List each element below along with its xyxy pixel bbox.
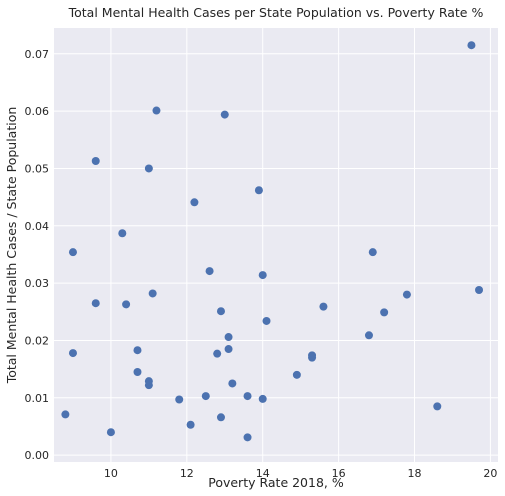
data-point xyxy=(258,394,267,403)
data-point xyxy=(216,307,225,316)
y-tick-labels: 0.00 0.01 0.02 0.03 0.04 0.05 0.06 0.07 xyxy=(25,48,50,462)
data-point xyxy=(91,157,100,166)
x-tick-label: 18 xyxy=(408,467,422,480)
data-point xyxy=(475,286,484,295)
data-point xyxy=(91,299,100,308)
x-axis-label: Poverty Rate 2018, % xyxy=(208,475,344,490)
data-point xyxy=(368,248,377,257)
x-tick-label: 14 xyxy=(256,467,270,480)
x-tick-label: 20 xyxy=(483,467,497,480)
data-point xyxy=(433,402,442,411)
data-point xyxy=(144,381,153,390)
data-point xyxy=(201,392,210,401)
data-point xyxy=(144,164,153,173)
data-point xyxy=(224,333,233,342)
data-points xyxy=(61,41,484,442)
data-point xyxy=(175,395,184,404)
y-axis-label: Total Mental Health Cases / State Popula… xyxy=(4,107,19,385)
data-point xyxy=(213,349,222,358)
data-point xyxy=(133,367,142,376)
data-point xyxy=(133,346,142,355)
y-tick-label: 0.01 xyxy=(25,392,50,405)
data-point xyxy=(224,345,233,354)
data-point xyxy=(61,410,70,419)
data-point xyxy=(380,308,389,317)
data-point xyxy=(106,428,115,437)
data-point xyxy=(254,186,263,195)
y-tick-label: 0.03 xyxy=(25,277,50,290)
data-point xyxy=(68,248,77,257)
plot-area xyxy=(54,28,498,462)
data-point xyxy=(205,267,214,276)
data-point xyxy=(258,271,267,280)
y-tick-label: 0.04 xyxy=(25,220,50,233)
data-point xyxy=(190,198,199,207)
x-tick-label: 16 xyxy=(332,467,346,480)
data-point xyxy=(319,302,328,311)
data-point xyxy=(148,289,157,298)
data-point xyxy=(292,370,301,379)
y-tick-label: 0.07 xyxy=(25,48,50,61)
data-point xyxy=(152,106,161,115)
chart-title: Total Mental Health Cases per State Popu… xyxy=(68,5,484,20)
x-tick-label: 12 xyxy=(180,467,194,480)
data-point xyxy=(186,420,195,429)
data-point xyxy=(364,331,373,340)
x-tick-label: 10 xyxy=(104,467,118,480)
y-gridlines xyxy=(54,53,498,456)
data-point xyxy=(118,229,127,238)
data-point xyxy=(402,290,411,299)
data-point xyxy=(122,300,131,309)
data-point xyxy=(243,392,252,401)
x-tick-labels: 10 12 14 16 18 20 xyxy=(104,467,497,480)
data-point xyxy=(243,433,252,442)
y-tick-label: 0.06 xyxy=(25,105,50,118)
data-point xyxy=(467,41,476,50)
x-gridlines xyxy=(110,28,491,462)
data-point xyxy=(216,413,225,422)
y-tick-label: 0.05 xyxy=(25,162,50,175)
data-point xyxy=(68,349,77,358)
y-tick-label: 0.00 xyxy=(25,449,50,462)
data-point xyxy=(228,379,237,388)
data-point xyxy=(220,110,229,119)
y-tick-label: 0.02 xyxy=(25,334,50,347)
data-point xyxy=(308,353,317,362)
data-point xyxy=(262,316,271,325)
